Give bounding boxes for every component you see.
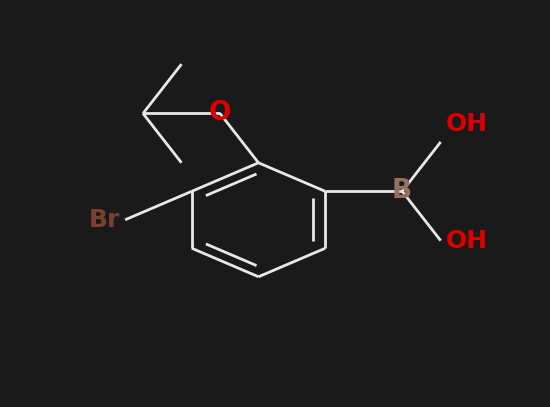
Text: Br: Br: [88, 208, 120, 232]
Text: O: O: [209, 101, 231, 127]
Text: B: B: [392, 178, 412, 204]
Text: OH: OH: [446, 112, 488, 136]
Text: OH: OH: [446, 229, 488, 253]
